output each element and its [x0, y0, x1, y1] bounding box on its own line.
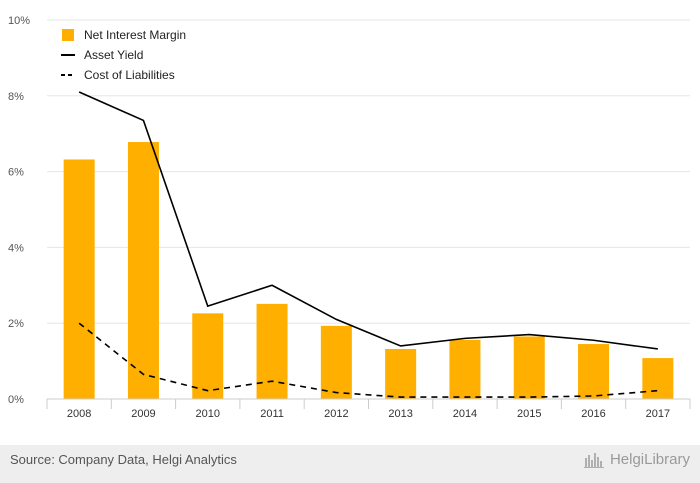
bar	[385, 348, 417, 399]
legend-swatch	[62, 29, 74, 41]
legend-label: Net Interest Margin	[84, 28, 186, 42]
x-tick-label: 2012	[324, 408, 348, 420]
y-tick-label: 2%	[8, 318, 24, 330]
legend-label: Asset Yield	[84, 48, 143, 62]
series-line	[78, 91, 658, 350]
y-tick-label: 6%	[8, 167, 24, 179]
y-axis: 0% 2% 4% 6% 8% 10%	[8, 15, 30, 406]
bar	[127, 142, 159, 399]
bars	[63, 142, 674, 399]
bar	[513, 336, 545, 399]
bar	[256, 303, 288, 399]
chart: 0%2%4%6%8%10% 2008 2009 2010 2011 2012 2013 20…	[8, 15, 691, 420]
y-tick-label: 4%	[8, 242, 24, 254]
bar	[63, 159, 95, 399]
x-tick-label: 2016	[581, 408, 605, 420]
x-tick-label: 2010	[196, 408, 220, 420]
bar	[192, 313, 224, 399]
x-tick-label: 2013	[388, 408, 412, 420]
x-axis: 2008 2009 2010 2011 2012 2013 2014 2015 2016 2017	[46, 398, 691, 420]
bar	[320, 325, 352, 399]
x-tick-label: 2008	[67, 408, 91, 420]
legend-label: Cost of Liabilities	[84, 68, 175, 82]
y-tick-label: 0%	[8, 394, 24, 406]
bar	[642, 358, 674, 399]
x-tick-label: 2017	[646, 408, 670, 420]
x-tick-label: 2014	[453, 408, 477, 420]
x-tick-label: 2011	[260, 408, 284, 420]
logo-text: HelgiLibrary	[609, 451, 690, 468]
bar	[578, 344, 610, 399]
source-text: Source: Company Data, Helgi Analytics	[10, 452, 237, 467]
y-tick-label: 8%	[8, 91, 24, 103]
legend: Net Interest Margin Asset Yield Cost of Li…	[61, 28, 186, 82]
lines	[78, 91, 658, 398]
x-tick-label: 2015	[517, 408, 541, 420]
y-tick-label: 10%	[8, 15, 30, 27]
series-line	[78, 322, 658, 398]
helgi-library-logo: HelgiLibrary	[583, 451, 690, 468]
library-logo-icon	[583, 452, 604, 468]
x-tick-label: 2009	[131, 408, 155, 420]
footer: Source: Company Data, Helgi Analytics He…	[0, 445, 700, 483]
bar	[449, 339, 481, 399]
